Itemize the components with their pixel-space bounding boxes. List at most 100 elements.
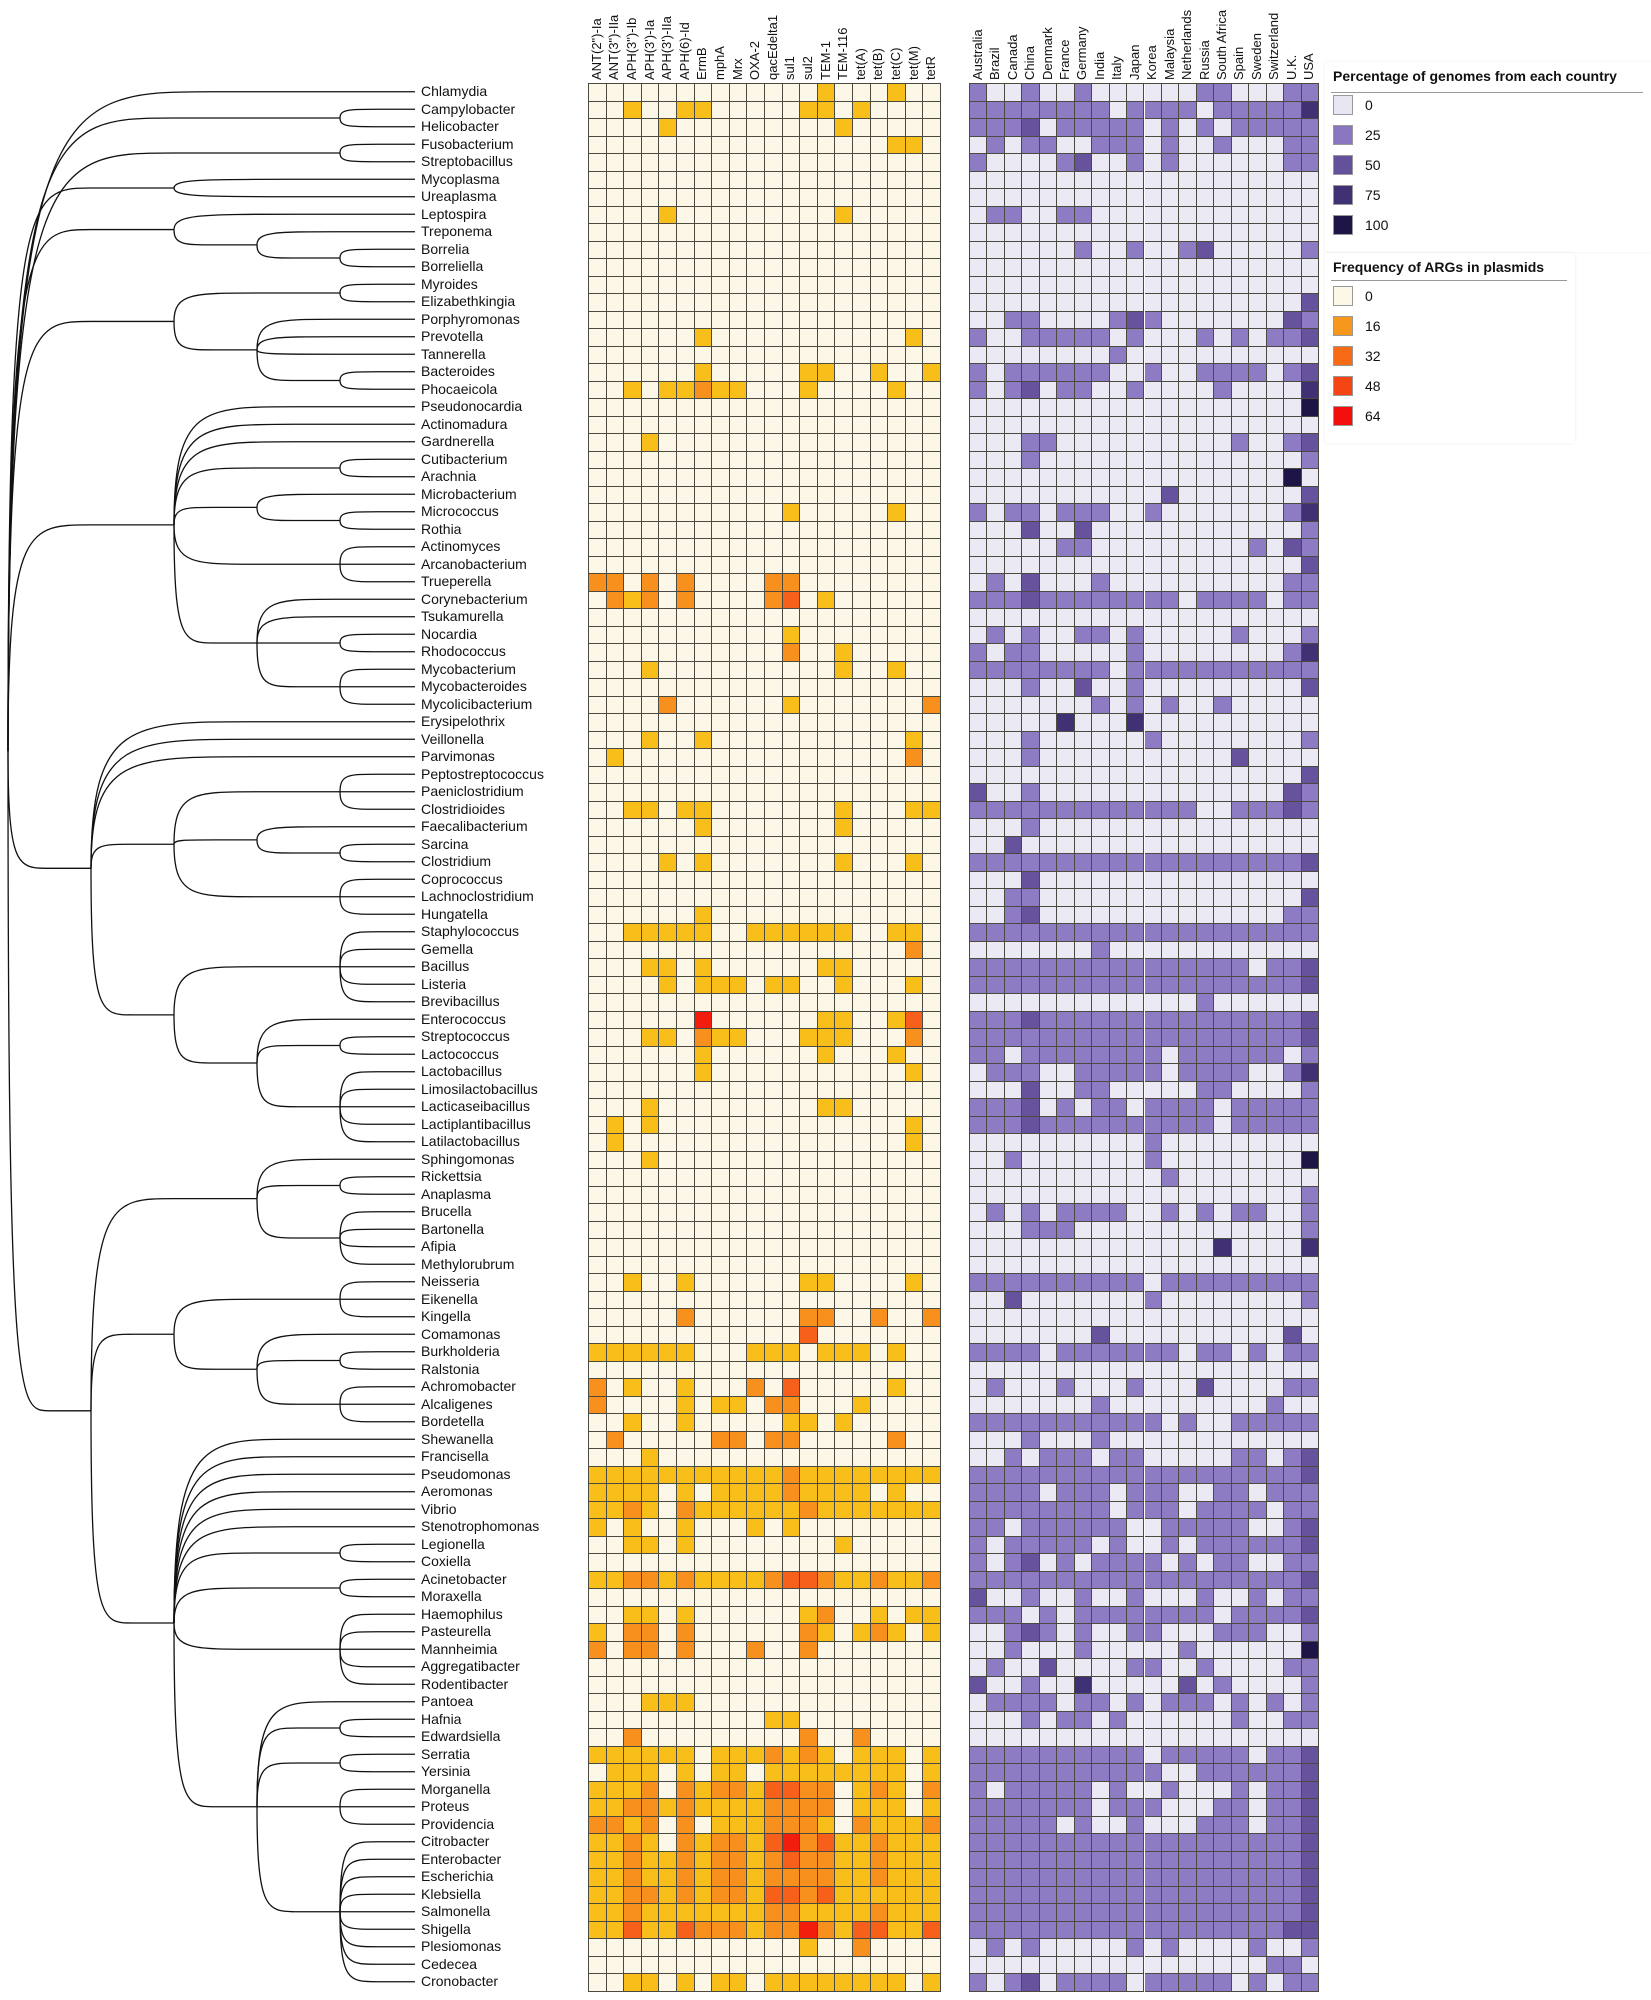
arg-cell: [835, 626, 853, 644]
arg-cell: [606, 1221, 625, 1239]
arg-cell: [817, 206, 836, 224]
country-cell: [1109, 766, 1128, 784]
country-cell: [1057, 539, 1075, 557]
country-cell: [1196, 119, 1215, 137]
arg-cell: [888, 1239, 906, 1257]
arg-cell: [677, 1974, 695, 1992]
arg-cell: [800, 1466, 818, 1484]
arg-cell: [765, 1396, 783, 1414]
arg-cell: [817, 959, 836, 977]
arg-cell: [905, 1134, 924, 1152]
country-cell: [1196, 1064, 1215, 1082]
country-cell: [1022, 1746, 1040, 1764]
arg-cell: [677, 1414, 695, 1432]
genus-label: Achromobacter: [421, 1378, 516, 1394]
arg-cell: [729, 749, 748, 767]
country-cell: [1179, 1256, 1197, 1274]
arg-cell: [888, 311, 906, 329]
arg-cell: [729, 1729, 748, 1747]
country-cell: [1214, 1309, 1232, 1327]
country-cell: [1109, 539, 1128, 557]
arg-cell: [694, 609, 713, 627]
country-cell: [1249, 1011, 1267, 1029]
arg-cell: [923, 329, 941, 347]
country-cell: [1161, 381, 1180, 399]
country-cell: [970, 1851, 988, 1869]
country-cell: [1057, 224, 1075, 242]
arg-cell: [765, 1974, 783, 1992]
arg-column-header: sul2: [800, 56, 815, 80]
country-cell: [1179, 1711, 1197, 1729]
country-cell: [1022, 591, 1040, 609]
arg-cell: [747, 1221, 765, 1239]
arg-cell: [747, 1396, 765, 1414]
country-cell: [1092, 1256, 1110, 1274]
arg-cell: [729, 1116, 748, 1134]
country-cell: [1179, 504, 1197, 522]
tree-branch: [90, 868, 174, 1016]
arg-cell: [712, 1781, 730, 1799]
arg-cell: [782, 224, 801, 242]
country-cell: [1127, 644, 1145, 662]
country-cell: [1074, 189, 1093, 207]
tree-leaf-branch: [339, 843, 415, 854]
country-cell: [987, 766, 1005, 784]
country-cell: [970, 1606, 988, 1624]
arg-cell: [641, 101, 660, 119]
arg-cell: [888, 136, 906, 154]
country-cell: [1074, 556, 1093, 574]
country-cell: [1161, 539, 1180, 557]
arg-cell: [747, 609, 765, 627]
country-cell: [1039, 311, 1058, 329]
arg-cell: [677, 311, 695, 329]
country-cell: [1127, 1466, 1145, 1484]
country-cell: [1284, 294, 1302, 312]
legend-swatch: [1333, 406, 1353, 426]
country-cell: [1161, 1781, 1180, 1799]
country-cell: [970, 1641, 988, 1659]
country-cell: [1144, 1449, 1162, 1467]
arg-cell: [800, 119, 818, 137]
genus-label: Veillonella: [421, 730, 485, 747]
arg-cell: [835, 1746, 853, 1764]
arg-cell: [694, 556, 713, 574]
country-cell: [1127, 381, 1145, 399]
arg-cell: [747, 1659, 765, 1677]
arg-cell: [659, 871, 677, 889]
arg-cell: [923, 714, 941, 732]
country-cell: [1092, 1274, 1110, 1292]
country-cell: [970, 84, 988, 102]
arg-cell: [923, 1694, 941, 1712]
country-cell: [1109, 1676, 1128, 1694]
country-cell: [987, 1869, 1005, 1887]
arg-cell: [729, 994, 748, 1012]
arg-cell: [589, 976, 607, 994]
arg-cell: [729, 1886, 748, 1904]
genus-label: Bacillus: [421, 958, 470, 974]
country-cell: [1004, 976, 1023, 994]
arg-cell: [782, 1099, 801, 1117]
arg-cell: [782, 1361, 801, 1379]
arg-cell: [641, 1204, 660, 1222]
arg-cell: [677, 1694, 695, 1712]
country-cell: [1301, 1344, 1319, 1362]
arg-cell: [747, 1186, 765, 1204]
arg-cell: [905, 1939, 924, 1957]
arg-cell: [589, 1711, 607, 1729]
tree-branch: [256, 1727, 340, 1807]
tree-branch: [7, 228, 174, 752]
arg-cell: [641, 1046, 660, 1064]
country-cell: [1249, 731, 1267, 749]
arg-cell: [870, 1361, 889, 1379]
arg-cell: [624, 1344, 642, 1362]
arg-cell: [589, 644, 607, 662]
country-cell: [1057, 1081, 1075, 1099]
arg-cell: [677, 1956, 695, 1974]
tree-branch: [256, 1762, 340, 1807]
arg-cell: [694, 1834, 713, 1852]
arg-cell: [888, 1484, 906, 1502]
arg-cell: [782, 1414, 801, 1432]
country-cell: [1196, 1396, 1215, 1414]
country-cell: [1231, 1011, 1250, 1029]
country-cell: [1301, 1256, 1319, 1274]
